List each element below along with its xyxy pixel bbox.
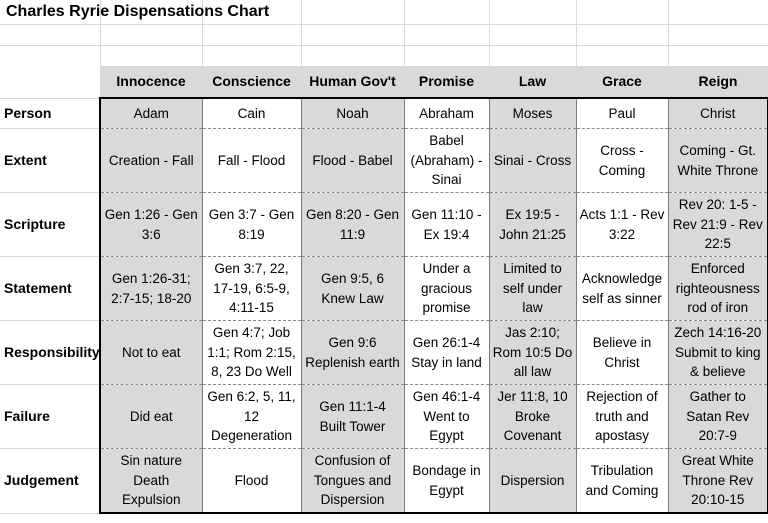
table-cell[interactable]: Jer 11:8, 10 Broke Covenant — [488, 384, 577, 449]
table-row-statement: Statement Gen 1:26-31; 2:7-15; 18-20 Gen… — [0, 256, 768, 321]
table-cell[interactable]: Christ — [667, 97, 768, 129]
grid-line — [668, 0, 669, 66]
table-cell[interactable]: Moses — [488, 97, 577, 129]
table-cell[interactable]: Confusion of Tongues and Dispersion — [300, 448, 405, 514]
table-cell[interactable]: Gen 46:1-4 Went to Egypt — [403, 384, 490, 449]
row-label[interactable]: Person — [0, 98, 100, 129]
table-row-failure: Failure Did eat Gen 6:2, 5, 11, 12 Degen… — [0, 384, 768, 449]
row-label[interactable]: Extent — [0, 128, 100, 193]
table-cell[interactable]: Gen 11:10 - Ex 19:4 — [403, 192, 490, 257]
table-cell[interactable]: Jas 2:10; Rom 10:5 Do all law — [488, 320, 577, 385]
table-row-person: Person Adam Cain Noah Abraham Moses Paul… — [0, 97, 768, 129]
table-cell[interactable]: Noah — [300, 97, 405, 129]
table-cell[interactable]: Gen 4:7; Job 1:1; Rom 2:15, 8, 23 Do Wel… — [201, 320, 302, 385]
column-header[interactable]: Conscience — [201, 66, 302, 99]
table-cell[interactable]: Gather to Satan Rev 20:7-9 — [667, 384, 768, 449]
table-cell[interactable]: Believe in Christ — [575, 320, 669, 385]
table-cell[interactable]: Gen 1:26 - Gen 3:6 — [99, 192, 203, 257]
table-cell[interactable]: Gen 3:7, 22, 17-19, 6:5-9, 4:11-15 — [201, 256, 302, 321]
table-cell[interactable]: Gen 1:26-31; 2:7-15; 18-20 — [99, 256, 203, 321]
table-row-judgement: Judgement Sin nature Death Expulsion Flo… — [0, 448, 768, 514]
table-cell[interactable]: Gen 8:20 - Gen 11:9 — [300, 192, 405, 257]
table-cell[interactable]: Sinai - Cross — [488, 128, 577, 193]
grid-line — [576, 0, 577, 66]
table-cell[interactable]: Tribulation and Coming — [575, 448, 669, 514]
table-cell[interactable]: Bondage in Egypt — [403, 448, 490, 514]
table-cell[interactable]: Gen 9:5, 6 Knew Law — [300, 256, 405, 321]
corner-cell[interactable] — [0, 66, 101, 99]
grid-line — [301, 0, 302, 66]
table-cell[interactable]: Gen 6:2, 5, 11, 12 Degeneration — [201, 384, 302, 449]
table-cell[interactable]: Enforced righteousness rod of iron — [667, 256, 768, 321]
column-header[interactable]: Promise — [403, 66, 490, 99]
table-cell[interactable]: Acknowledge self as sinner — [575, 256, 669, 321]
table-cell[interactable]: Sin nature Death Expulsion — [99, 448, 203, 514]
row-label[interactable]: Judgement — [0, 448, 100, 514]
table-cell[interactable]: Dispersion — [488, 448, 577, 514]
grid-line — [489, 0, 490, 66]
row-label[interactable]: Responsibility — [0, 320, 100, 385]
grid-line — [0, 24, 768, 25]
table-cell[interactable]: Cross - Coming — [575, 128, 669, 193]
column-header[interactable]: Law — [488, 66, 577, 99]
table-cell[interactable]: Flood - Babel — [300, 128, 405, 193]
table-cell[interactable]: Rev 20: 1-5 - Rev 21:9 - Rev 22:5 — [667, 192, 768, 257]
table-cell[interactable]: Babel (Abraham) - Sinai — [403, 128, 490, 193]
table-cell[interactable]: Coming - Gt. White Throne — [667, 128, 768, 193]
table-cell[interactable]: Rejection of truth and apostasy — [575, 384, 669, 449]
table-row-scripture: Scripture Gen 1:26 - Gen 3:6 Gen 3:7 - G… — [0, 192, 768, 257]
table-cell[interactable]: Paul — [575, 97, 669, 129]
table-cell[interactable]: Great White Throne Rev 20:10-15 — [667, 448, 768, 514]
column-header[interactable]: Grace — [575, 66, 669, 99]
column-header[interactable]: Innocence — [99, 66, 203, 99]
table-cell[interactable]: Did eat — [99, 384, 203, 449]
grid-line — [0, 45, 768, 46]
table-cell[interactable]: Cain — [201, 97, 302, 129]
row-label[interactable]: Scripture — [0, 192, 100, 257]
table-cell[interactable]: Acts 1:1 - Rev 3:22 — [575, 192, 669, 257]
grid-line — [100, 0, 101, 66]
grid-line — [404, 0, 405, 66]
table-row-extent: Extent Creation - Fall Fall - Flood Floo… — [0, 128, 768, 193]
table-cell[interactable]: Fall - Flood — [201, 128, 302, 193]
grid-line — [202, 0, 203, 66]
table-cell[interactable]: Gen 9:6 Replenish earth — [300, 320, 405, 385]
row-label[interactable]: Failure — [0, 384, 100, 449]
table-cell[interactable]: Flood — [201, 448, 302, 514]
table-cell[interactable]: Ex 19:5 - John 21:25 — [488, 192, 577, 257]
table-cell[interactable]: Under a gracious promise — [403, 256, 490, 321]
column-header[interactable]: Reign — [667, 66, 768, 99]
table-cell[interactable]: Creation - Fall — [99, 128, 203, 193]
table-cell[interactable]: Gen 26:1-4 Stay in land — [403, 320, 490, 385]
table-cell[interactable]: Gen 11:1-4 Built Tower — [300, 384, 405, 449]
table-cell[interactable]: Zech 14:16-20 Submit to king & believe — [667, 320, 768, 385]
table-cell[interactable]: Adam — [99, 97, 203, 129]
header-row: Innocence Conscience Human Gov't Promise… — [0, 66, 768, 99]
column-header[interactable]: Human Gov't — [300, 66, 405, 99]
table-row-responsibility: Responsibility Not to eat Gen 4:7; Job 1… — [0, 320, 768, 385]
table-cell[interactable]: Limited to self under law — [488, 256, 577, 321]
dispensations-table: Innocence Conscience Human Gov't Promise… — [0, 66, 768, 514]
chart-title[interactable]: Charles Ryrie Dispensations Chart — [6, 3, 270, 20]
table-cell[interactable]: Not to eat — [99, 320, 203, 385]
table-cell[interactable]: Abraham — [403, 97, 490, 129]
row-label[interactable]: Statement — [0, 256, 100, 321]
table-cell[interactable]: Gen 3:7 - Gen 8:19 — [201, 192, 302, 257]
